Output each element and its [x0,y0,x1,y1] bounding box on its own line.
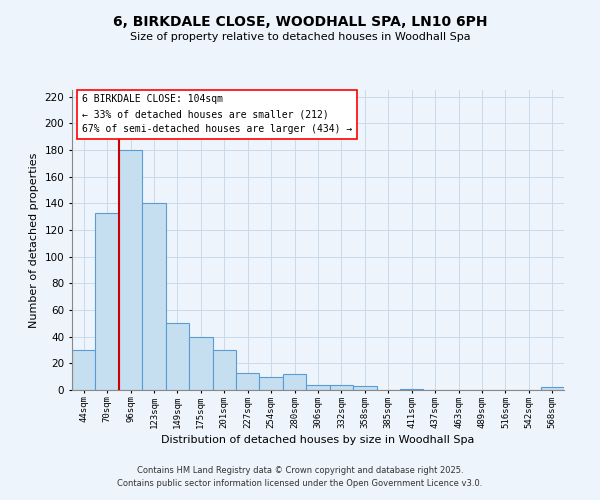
Bar [212,350,236,390]
Text: Contains HM Land Registry data © Crown copyright and database right 2025.
Contai: Contains HM Land Registry data © Crown c… [118,466,482,487]
Bar [119,150,142,390]
Bar [166,324,189,390]
Bar [142,204,166,390]
Bar [283,374,306,390]
Bar [72,350,95,390]
Bar [189,336,212,390]
Bar [330,384,353,390]
Text: Size of property relative to detached houses in Woodhall Spa: Size of property relative to detached ho… [130,32,470,42]
Bar [259,376,283,390]
Bar [400,388,424,390]
Text: 6 BIRKDALE CLOSE: 104sqm
← 33% of detached houses are smaller (212)
67% of semi-: 6 BIRKDALE CLOSE: 104sqm ← 33% of detach… [82,94,352,134]
Bar [353,386,377,390]
Y-axis label: Number of detached properties: Number of detached properties [29,152,39,328]
Bar [236,372,259,390]
Bar [95,212,119,390]
X-axis label: Distribution of detached houses by size in Woodhall Spa: Distribution of detached houses by size … [161,434,475,445]
Text: 6, BIRKDALE CLOSE, WOODHALL SPA, LN10 6PH: 6, BIRKDALE CLOSE, WOODHALL SPA, LN10 6P… [113,15,487,29]
Bar [541,388,564,390]
Bar [306,384,330,390]
